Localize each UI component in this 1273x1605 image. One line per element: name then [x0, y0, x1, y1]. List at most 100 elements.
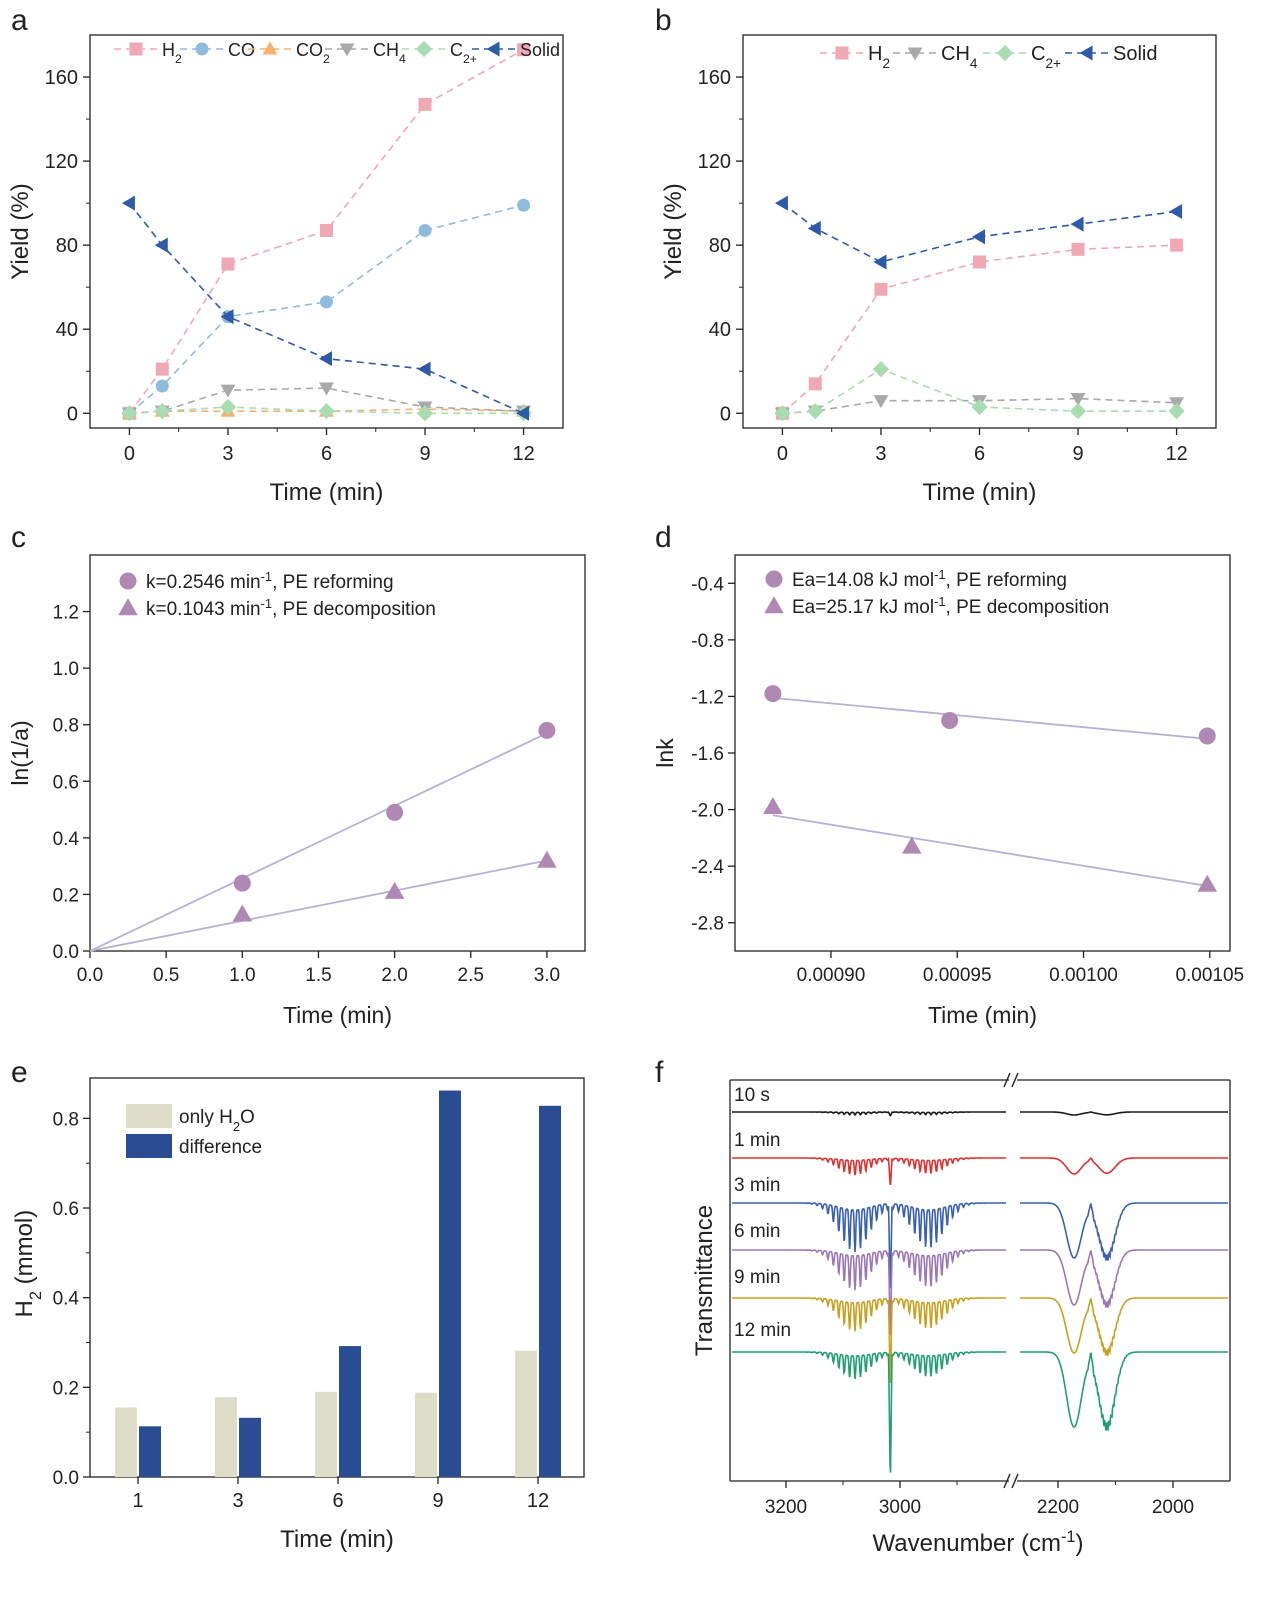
panel-label-a: a	[11, 4, 28, 37]
legend-label: Solid	[520, 40, 560, 60]
data-point-circle	[386, 803, 404, 821]
spectrum-label: 3 min	[734, 1175, 780, 1196]
data-point-H2	[418, 97, 432, 111]
legend-label: C2+	[1031, 43, 1061, 71]
data-point-C2+	[154, 403, 171, 420]
panel-label-e: e	[11, 1056, 28, 1089]
x-axis-title: Time (min)	[280, 1526, 394, 1553]
data-point-H2	[320, 223, 333, 237]
data-point-CH4	[873, 395, 889, 409]
data-point-triangle	[902, 836, 922, 854]
spectrum-label: 10 s	[734, 1085, 770, 1106]
label-part: only H	[179, 1107, 233, 1128]
data-point-H2	[973, 255, 986, 269]
label-part: , PE reforming	[272, 572, 393, 593]
data-point-C2+	[1168, 403, 1185, 420]
x-tick-label: 0.00100	[1049, 965, 1118, 986]
data-point-triangle	[384, 881, 405, 899]
y-axis-title: H2 (mmol)	[11, 1210, 45, 1318]
fit-line-0	[89, 732, 548, 952]
spectrum-right-9 min	[1020, 1297, 1228, 1356]
data-point-CO	[155, 379, 169, 393]
label-part: 2+	[1045, 56, 1061, 71]
spectrum-right-3 min	[1020, 1202, 1228, 1261]
y-tick-label: -0.4	[691, 574, 724, 595]
data-point-H2	[155, 362, 169, 376]
label-part: CH	[941, 43, 970, 65]
x-tick-label: 6	[332, 1490, 343, 1512]
spectrum-label: 12 min	[734, 1320, 791, 1341]
fit-line-1	[772, 814, 1208, 887]
plot-frame	[89, 554, 586, 952]
label-part: 2	[882, 56, 890, 71]
legend-marker	[119, 572, 137, 590]
data-point-C2+	[416, 405, 434, 422]
legend-label: CO	[228, 40, 255, 60]
y-tick-label: -2.0	[691, 801, 724, 822]
x-tick-label: 2200	[1037, 1497, 1079, 1518]
x-tick-label: 0.00105	[1175, 965, 1244, 986]
legend-marker	[262, 41, 278, 55]
spectrum-left-9 min	[732, 1297, 1006, 1384]
legend-label: k=0.2546 min-1, PE reforming	[146, 569, 394, 594]
series-line-CO	[128, 204, 524, 414]
data-point-CH4	[220, 384, 236, 398]
data-point-triangle	[232, 904, 253, 922]
x-tick-label: 9	[1072, 443, 1083, 465]
x-tick-label: 6	[321, 443, 332, 465]
data-point-circle	[941, 711, 959, 729]
bar-only-h2o	[415, 1392, 437, 1477]
x-tick-label: 6	[974, 443, 985, 465]
y-tick-label: -2.4	[691, 857, 724, 878]
legend-label: C2+	[450, 40, 477, 66]
legend-label: H2	[868, 43, 890, 71]
data-point-triangle	[537, 850, 557, 868]
data-point-Solid	[319, 351, 333, 367]
x-tick-label: 12	[527, 1490, 549, 1512]
data-point-Solid	[154, 237, 168, 253]
label-part: O	[240, 1107, 255, 1128]
x-tick-label: 9	[432, 1490, 443, 1512]
data-point-Solid	[1070, 216, 1084, 232]
legend-marker	[764, 596, 784, 614]
label-part: CO	[228, 40, 255, 60]
spectrum-label: 9 min	[734, 1267, 780, 1288]
y-tick-label: -1.6	[691, 744, 724, 765]
x-tick-label: 3	[222, 443, 233, 465]
series-line-H2	[128, 49, 524, 414]
x-tick-label: 0.00095	[923, 965, 992, 986]
legend-marker	[195, 42, 209, 56]
data-point-Solid	[774, 195, 788, 211]
data-point-CH4	[319, 382, 334, 396]
y-tick-label: 0.4	[53, 829, 80, 850]
spectrum-left-12 min	[732, 1351, 1006, 1473]
data-point-C2+	[774, 405, 791, 422]
x-tick-label: 12	[1165, 443, 1187, 465]
data-point-circle	[538, 721, 556, 739]
x-tick-label: 2.0	[381, 965, 407, 986]
y-tick-label: 0.0	[53, 1468, 79, 1489]
data-point-CH4	[1070, 393, 1086, 407]
bar-only-h2o	[115, 1407, 137, 1477]
x-axis-title: Time (min)	[270, 479, 384, 506]
y-tick-label: 1.0	[53, 659, 79, 680]
x-tick-label: 0.5	[153, 965, 179, 986]
label-part: CH	[373, 40, 399, 60]
bar-only-h2o	[315, 1391, 337, 1477]
data-point-C2+	[807, 403, 824, 420]
legend-marker	[1079, 45, 1093, 61]
spectrum-right-6 min	[1020, 1249, 1228, 1308]
x-tick-label: 2.5	[458, 965, 484, 986]
label-part: , PE decomposition	[272, 599, 436, 620]
panel-label-d: d	[655, 521, 672, 554]
x-axis-title: Wavenumber (cm-1)	[873, 1528, 1084, 1557]
y-axis-title: lnk	[652, 738, 678, 768]
label-part: 4	[970, 56, 978, 71]
label-part: Solid	[1113, 43, 1157, 65]
legend-label: CH4	[373, 40, 406, 66]
label-part: -1	[261, 596, 272, 611]
y-tick-label: 0.2	[53, 885, 79, 906]
x-tick-label: 0	[777, 443, 788, 465]
x-tick-label: 3	[875, 443, 886, 465]
label-part: -1	[261, 569, 272, 584]
